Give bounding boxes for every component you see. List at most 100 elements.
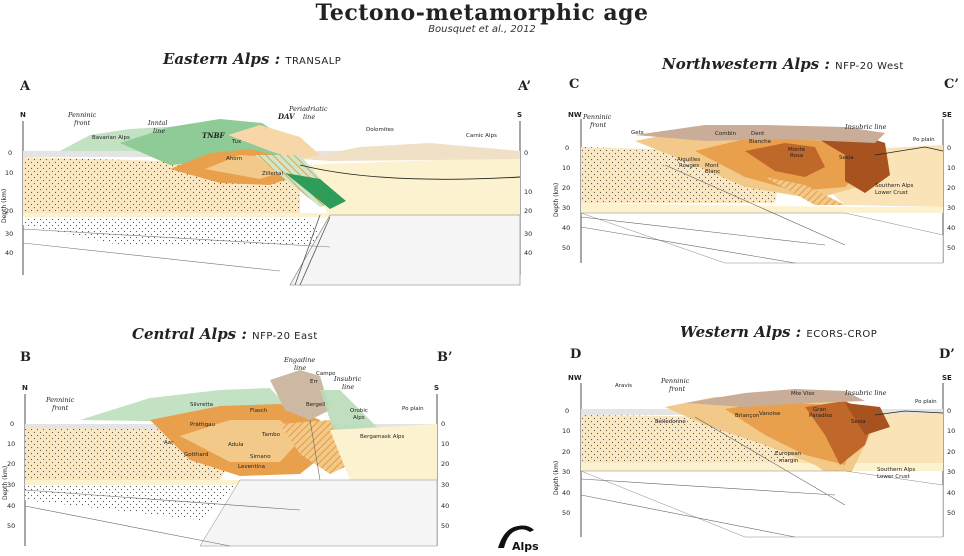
c-campo-err — [270, 370, 330, 420]
tick-10: 10 — [5, 169, 13, 177]
w-tick-10-r: 10 — [947, 427, 955, 435]
c-label-flasch: Flasch — [250, 408, 268, 414]
northwestern-depth-ticks: 0 10 20 30 40 50 0 10 20 30 40 50 — [562, 144, 955, 252]
northwestern-alps-title: Northwestern Alps : NFP-20 West — [662, 55, 904, 73]
w-label-sesia: Sesia — [851, 419, 866, 425]
w-upper-nappes — [685, 389, 865, 407]
c-label-insubric: Insubric — [333, 375, 362, 383]
nw-tick-30: 30 — [562, 204, 570, 212]
nw-label-gets: Gets — [631, 130, 644, 136]
w-tick-20: 20 — [562, 448, 570, 456]
c-tick-30: 30 — [7, 481, 15, 489]
western-alps-title: Western Alps : ECORS-CROP — [680, 323, 877, 341]
western-depth-ticks: 0 10 20 30 40 50 0 10 20 30 40 50 — [562, 407, 955, 517]
eastern-title-text: Eastern Alps : — [163, 50, 281, 68]
nw-label-sesia: Sesia — [839, 155, 854, 161]
nw-tick-50-r: 50 — [947, 244, 955, 252]
eastern-labels: Penninic front Inntal line TNBF DAV Peri… — [67, 105, 497, 177]
label-inntal: Inntal — [147, 119, 168, 127]
c-tick-0: 0 — [10, 420, 14, 428]
section-c-prime-label: C’ — [944, 77, 959, 92]
western-title-text: Western Alps : — [680, 323, 802, 341]
w-label-briancon: Briançon — [735, 413, 760, 419]
w-label-belledonne: Belledonne — [655, 419, 686, 425]
c-tick-30-r: 30 — [441, 481, 449, 489]
nw-tick-30-r: 30 — [947, 204, 955, 212]
northwestern-alps-section: NW SE 0 10 20 30 40 50 0 10 20 30 40 50 … — [553, 111, 955, 264]
eastern-profile-name: TRANSALP — [285, 56, 342, 67]
central-alps-section: N S 0 10 20 30 40 50 0 10 20 30 40 50 De… — [2, 356, 449, 547]
depth-axis-label: Depth (km) — [1, 189, 8, 223]
c-tick-20: 20 — [7, 460, 15, 468]
label-ahorn: Ahorn — [226, 156, 243, 162]
nw-tick-40: 40 — [562, 224, 570, 232]
central-alps-title: Central Alps : NFP-20 East — [132, 325, 318, 343]
c-label-engadine: Engadine — [283, 356, 315, 364]
label-zillertal: Zillertal — [262, 171, 284, 177]
nw-label-lower-crust: Lower Crust — [875, 190, 909, 196]
nw-upper-nappes — [635, 125, 885, 143]
alps-logo: Alps — [498, 525, 539, 553]
label-tux: Tux — [231, 139, 242, 145]
european-lower-crust — [23, 213, 330, 245]
label-front: front — [73, 119, 91, 127]
subducted-slab — [285, 173, 346, 209]
c-label-adula: Adula — [228, 442, 244, 448]
c-european-lower-crust — [25, 480, 240, 520]
nw-tick-0-r: 0 — [947, 144, 951, 152]
w-tick-50: 50 — [562, 509, 570, 517]
w-tick-40: 40 — [562, 489, 570, 497]
nw-tick-20: 20 — [562, 184, 570, 192]
nw-label-penninic: Penninic — [582, 113, 612, 121]
w-tick-40-r: 40 — [947, 489, 955, 497]
northwestern-profile-name: NFP-20 West — [835, 61, 904, 72]
section-c-label: C — [569, 77, 580, 92]
central-labels: Penninic front Engadine line Insubric li… — [45, 356, 424, 470]
c-label-bergell: Bergell — [306, 402, 326, 408]
c-label-orobic: Orobic — [350, 408, 368, 414]
w-dir-southeast: SE — [942, 374, 952, 382]
c-tick-10-r: 10 — [441, 440, 449, 448]
c-label-engadine-line: line — [294, 364, 306, 372]
c-label-insubric-line: line — [342, 383, 354, 391]
section-d-prime-label: D’ — [939, 347, 955, 362]
nw-label-blanc: Blanc — [705, 169, 720, 175]
section-b-label: B — [20, 350, 31, 365]
tick-40: 40 — [5, 249, 13, 257]
label-tnbf: TNBF — [202, 131, 226, 140]
nw-label-monte: Monte — [788, 147, 806, 153]
nw-tick-10: 10 — [562, 164, 570, 172]
nw-tick-20-r: 20 — [947, 184, 955, 192]
nw-label-rosa: Rosa — [790, 153, 803, 159]
nw-tick-10-r: 10 — [947, 164, 955, 172]
w-label-monviso: Mte Viso — [791, 391, 815, 397]
tick-40-r: 40 — [524, 249, 532, 257]
label-dolomites: Dolomites — [366, 127, 394, 133]
dolomites-unit — [300, 143, 520, 161]
nw-tick-0: 0 — [565, 144, 569, 152]
label-periadriatic-line: line — [303, 113, 315, 121]
w-label-vanoise: Vanoise — [759, 411, 781, 417]
w-label-margin: margin — [779, 458, 799, 464]
label-inntal-line: line — [153, 127, 165, 135]
w-tick-20-r: 20 — [947, 448, 955, 456]
nw-label-dent: Dent — [751, 131, 765, 137]
w-label-po-plain: Po plain — [915, 399, 937, 405]
c-label-bergamask: Bergamask Alps — [360, 434, 404, 440]
c-tick-40: 40 — [7, 502, 15, 510]
nw-shear-zone — [765, 177, 845, 205]
c-dir-north: N — [22, 384, 28, 392]
c-tick-50-r: 50 — [441, 522, 449, 530]
w-sesia-zone — [845, 403, 890, 435]
c-tick-10: 10 — [7, 440, 15, 448]
w-label-paradiso: Paradiso — [809, 413, 833, 419]
nw-depth-axis-label: Depth (km) — [553, 183, 560, 217]
c-label-orobic-alps: Alps — [353, 415, 365, 421]
nw-label-rouges: Rouges — [679, 163, 699, 169]
w-label-southern-alps: Southern Alps — [877, 467, 916, 473]
c-label-campo: Campo — [316, 371, 336, 377]
dir-south: S — [517, 111, 522, 119]
c-label-prattigau: Prättigau — [190, 422, 215, 428]
label-periadriatic: Periadriatic — [288, 105, 328, 113]
nw-labels: Penninic front Insubric line Gets Combin… — [582, 113, 935, 196]
